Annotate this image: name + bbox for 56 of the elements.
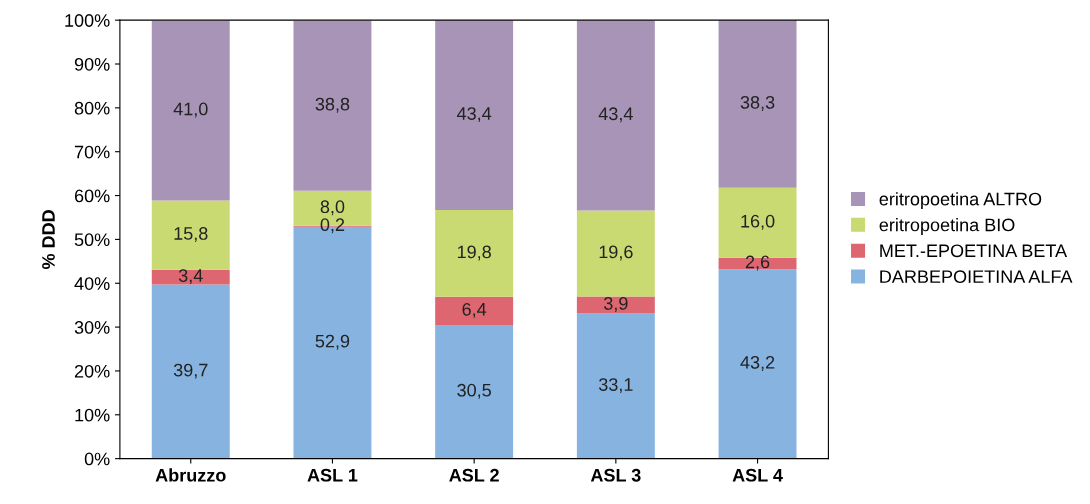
y-tick-label: 70% bbox=[74, 145, 110, 159]
x-tick-label: ASL 4 bbox=[732, 468, 783, 482]
bar bbox=[151, 200, 230, 270]
data-label: 6,4 bbox=[462, 302, 487, 318]
x-tick-label: ASL 3 bbox=[590, 468, 641, 482]
data-label: 43,2 bbox=[740, 355, 775, 371]
data-label: 38,8 bbox=[315, 97, 350, 113]
data-label: 16,0 bbox=[741, 214, 775, 230]
bar bbox=[576, 313, 655, 459]
bar bbox=[435, 210, 514, 297]
y-tick-label: 10% bbox=[75, 408, 110, 422]
x-tick-label: ASL 2 bbox=[449, 468, 499, 482]
data-label: 19,8 bbox=[457, 245, 491, 261]
data-label: 43,4 bbox=[598, 107, 633, 123]
bar bbox=[576, 296, 655, 314]
y-axis-title: % DDD bbox=[42, 210, 55, 270]
bar bbox=[435, 324, 514, 459]
data-label: 39,7 bbox=[173, 363, 208, 379]
data-label: 0,2 bbox=[320, 218, 345, 234]
bar bbox=[576, 210, 655, 297]
data-label: 52,9 bbox=[315, 334, 350, 350]
legend-label: MET.-EPOETINA BETA bbox=[880, 244, 1068, 258]
y-tick-label: 100% bbox=[65, 14, 110, 27]
y-tick-label: 30% bbox=[74, 321, 110, 334]
bar bbox=[435, 20, 514, 211]
data-label: 15,8 bbox=[174, 227, 208, 242]
bar bbox=[151, 269, 230, 285]
legend-label: eritropoetina BIO bbox=[879, 218, 1015, 235]
bar bbox=[576, 20, 655, 211]
data-label: 3,9 bbox=[603, 297, 628, 312]
bar bbox=[151, 284, 230, 459]
data-label: 8,0 bbox=[320, 200, 345, 216]
bar bbox=[435, 296, 514, 325]
y-tick-label: 50% bbox=[74, 233, 110, 247]
y-tick-label: 60% bbox=[74, 189, 110, 203]
legend-label: eritropoetina ALTRO bbox=[879, 192, 1042, 210]
x-tick-label: ASL 1 bbox=[307, 468, 358, 482]
y-tick-label: 80% bbox=[74, 101, 110, 115]
data-label: 38,3 bbox=[740, 95, 775, 111]
data-label: 33,1 bbox=[598, 378, 633, 394]
x-tick-label: Abruzzo bbox=[155, 468, 226, 482]
data-label: 19,6 bbox=[599, 245, 633, 261]
bar bbox=[151, 20, 230, 201]
data-label: 41,0 bbox=[173, 102, 208, 118]
legend-label: DARBEPOIETINA ALFA bbox=[880, 270, 1073, 284]
bar bbox=[293, 20, 372, 191]
y-tick-label: 0% bbox=[84, 452, 110, 466]
data-label: 30,5 bbox=[457, 383, 491, 399]
y-tick-label: 20% bbox=[74, 364, 110, 378]
bar bbox=[718, 269, 797, 459]
bar bbox=[718, 20, 797, 188]
data-label: 2,6 bbox=[745, 255, 770, 271]
y-tick-label: 90% bbox=[74, 57, 110, 71]
data-label: 3,4 bbox=[178, 269, 203, 285]
y-tick-label: 40% bbox=[74, 277, 110, 290]
data-label: 43,4 bbox=[457, 107, 492, 123]
